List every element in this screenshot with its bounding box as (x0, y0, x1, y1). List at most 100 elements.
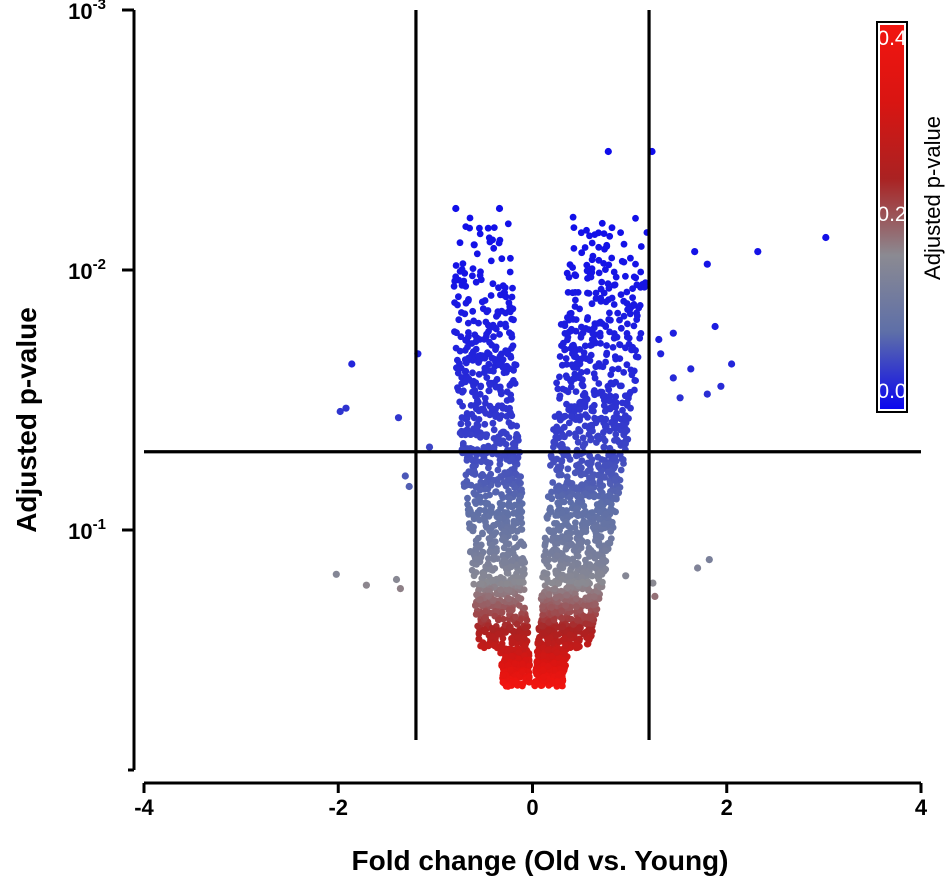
data-point (561, 484, 569, 492)
data-point (336, 407, 344, 416)
data-point (494, 466, 502, 474)
data-point (506, 268, 514, 276)
data-point (462, 299, 470, 307)
data-point (611, 477, 619, 484)
data-point (504, 661, 512, 669)
data-point (484, 307, 492, 314)
data-point (454, 384, 461, 392)
data-point (622, 440, 629, 448)
data-point (563, 591, 571, 599)
data-point (612, 399, 620, 406)
data-point (585, 636, 593, 643)
data-point (495, 239, 503, 247)
data-point (483, 458, 491, 466)
data-point (596, 362, 604, 370)
data-point (507, 666, 514, 674)
data-point (602, 266, 609, 273)
data-point (578, 481, 586, 489)
data-point (585, 326, 593, 333)
data-point (606, 309, 613, 317)
data-point (533, 648, 541, 656)
data-point (579, 510, 587, 517)
data-point (570, 245, 578, 252)
data-point (595, 435, 603, 443)
data-point (600, 493, 608, 500)
data-point (602, 358, 609, 366)
data-point (581, 342, 589, 350)
data-point (505, 434, 513, 441)
data-point (669, 329, 677, 337)
data-point (465, 375, 473, 383)
data-point (482, 333, 490, 341)
data-point (470, 317, 478, 325)
data-point (691, 248, 699, 256)
data-point (535, 636, 542, 644)
data-point (623, 300, 631, 307)
data-point (544, 662, 552, 670)
data-point (611, 425, 619, 432)
data-point (569, 264, 576, 271)
data-point (574, 413, 582, 421)
data-point (602, 547, 610, 555)
data-point (482, 614, 489, 621)
data-point (506, 303, 514, 311)
data-point (584, 275, 591, 282)
data-point (555, 471, 563, 479)
data-point (362, 581, 370, 589)
data-point (582, 528, 590, 535)
data-point (572, 388, 580, 395)
data-point (579, 578, 586, 586)
data-point (610, 507, 617, 515)
data-point (632, 214, 639, 222)
data-point (505, 606, 513, 614)
data-point (502, 629, 509, 636)
data-point (482, 318, 490, 326)
data-point (579, 443, 587, 450)
data-point (489, 280, 497, 288)
data-point (490, 224, 498, 232)
data-point (602, 510, 610, 518)
data-point (651, 592, 659, 601)
data-point (396, 585, 404, 593)
data-point (606, 539, 614, 547)
data-point (496, 515, 503, 522)
data-point (562, 518, 570, 526)
data-point (487, 292, 495, 299)
data-point (497, 320, 504, 328)
threshold-lines (144, 10, 921, 740)
data-point (597, 294, 605, 302)
data-point (450, 282, 458, 290)
data-point (494, 481, 502, 488)
data-point (591, 231, 599, 239)
data-point (512, 613, 519, 621)
x-axis-title: Fold change (Old vs. Young) (352, 845, 729, 876)
data-point (516, 602, 523, 609)
data-point (584, 467, 592, 475)
data-point (629, 285, 636, 292)
data-point (454, 301, 461, 309)
data-point (579, 376, 586, 384)
data-point (589, 252, 597, 260)
data-point (525, 678, 533, 686)
data-point (492, 383, 500, 391)
data-point (564, 584, 572, 591)
data-point (478, 298, 486, 306)
x-tick-label: 4 (915, 795, 928, 820)
data-point (598, 571, 606, 578)
data-point (622, 272, 629, 280)
data-point (508, 652, 516, 660)
data-point (452, 262, 460, 269)
data-point (456, 268, 464, 275)
data-point (572, 353, 580, 361)
data-point (515, 649, 523, 656)
colorbar-tick-label: 0.4 (877, 27, 907, 50)
data-point (474, 352, 482, 360)
data-point (588, 239, 596, 247)
data-point (549, 479, 557, 486)
data-point (473, 591, 481, 599)
data-point (497, 390, 505, 398)
data-point (476, 433, 484, 441)
data-point (586, 593, 593, 601)
data-point (508, 638, 516, 646)
